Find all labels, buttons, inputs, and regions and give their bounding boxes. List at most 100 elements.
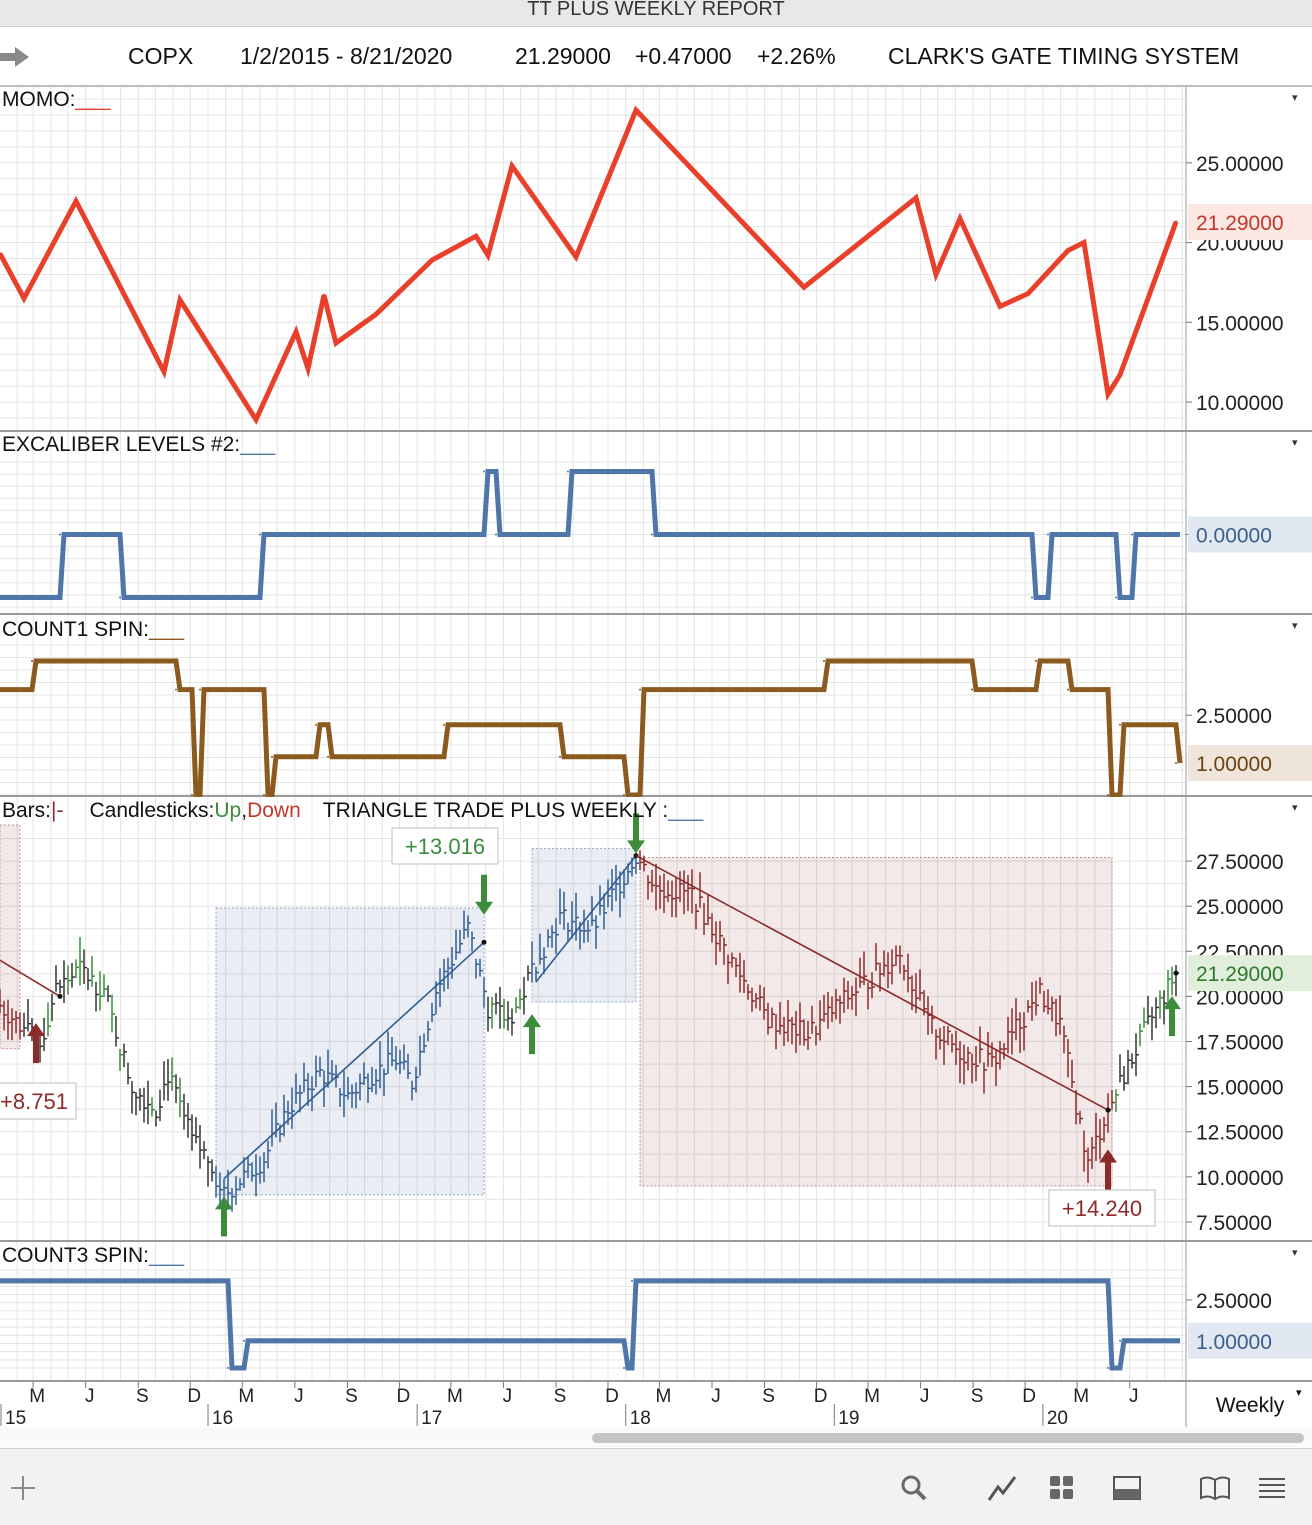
bars-legend-label: Bars: (2, 799, 51, 822)
count3-series-point (623, 1367, 625, 1369)
month-label: J (920, 1386, 930, 1407)
count1-series-point (0, 688, 1, 691)
momo-point (294, 330, 298, 334)
y-tick-label: 2.50000 (1196, 705, 1272, 728)
last-value-label: 0.00000 (1196, 525, 1272, 548)
trade-result-label-2-box (391, 827, 499, 865)
period-dropdown-icon[interactable]: ▾ (1296, 1387, 1302, 1399)
pane-price[interactable]: ▾ 7.50000 10.00000 12.50000 15.00000 17.50000… (0, 797, 1312, 1242)
count3-series-point (1119, 1339, 1121, 1342)
y-tick-label: 10.00000 (1196, 392, 1284, 415)
pane-menu-icon[interactable]: ▾ (1292, 802, 1298, 814)
price-change-pct: +2.26% (757, 43, 836, 69)
pane-menu-icon[interactable]: ▾ (1292, 437, 1298, 449)
bottom-toolbar (0, 1448, 1312, 1525)
count1-series-point (971, 688, 973, 691)
excaliber-series-point (1115, 596, 1117, 599)
pane-menu-icon[interactable]: ▾ (1292, 1247, 1298, 1259)
excaliber-series-point (1175, 533, 1177, 536)
momo-point (322, 293, 326, 297)
scrollbar-thumb[interactable] (592, 1433, 1304, 1443)
trade-box (639, 856, 1113, 1187)
chart-area[interactable]: ▾ 10.00000 15.00000 20.00000 25.00000 ▾ 0.0000… (0, 0, 1312, 1448)
grid-icon[interactable] (1045, 1471, 1079, 1505)
y-tick-label: 17.50000 (1196, 1032, 1284, 1055)
pane-menu-icon[interactable]: ▾ (1292, 620, 1298, 632)
last-price: 21.29000 (515, 43, 611, 69)
trend-line (223, 941, 485, 1180)
count1-label: COUNT1 SPIN: (2, 618, 149, 641)
search-icon[interactable] (896, 1471, 930, 1505)
pane-count3[interactable]: ▾ 2.50000 (0, 1242, 1312, 1382)
pane-count1[interactable]: ▾ 2.50000 (0, 615, 1312, 798)
count1-series-point (1119, 723, 1121, 726)
momo-point (162, 370, 166, 374)
count1-series-point (199, 688, 201, 691)
month-label: D (605, 1386, 619, 1407)
buy-signal-arrow (27, 1023, 45, 1064)
momo-point (306, 367, 310, 371)
month-label: M (656, 1386, 672, 1407)
last-value-badge (1188, 516, 1312, 553)
trade-result-label-3-box (1048, 1189, 1156, 1227)
excaliber-series-point (651, 533, 653, 536)
menu-icon[interactable] (1255, 1471, 1289, 1505)
month-label: J (503, 1386, 513, 1407)
buy-signal-arrow (1163, 996, 1181, 1037)
momo-point (486, 253, 490, 257)
momo-point (474, 234, 478, 238)
month-label: S (345, 1386, 358, 1407)
forward-arrow-icon[interactable] (0, 45, 30, 69)
excaliber-series-point (1131, 533, 1133, 536)
count3-series-point (227, 1367, 229, 1369)
last-value-badge (1188, 955, 1312, 992)
trade-result-label-3: +14.240 (1062, 1196, 1142, 1221)
pane-excaliber[interactable]: ▾ 0.00000 (0, 432, 1312, 615)
candles-up-legend: Up (214, 799, 241, 822)
study-legend-label: TRIANGLE TRADE PLUS WEEKLY : (323, 799, 668, 822)
count1-series-point (559, 755, 561, 758)
trade-box (215, 907, 485, 1196)
buy-signal-arrow (1099, 1149, 1117, 1190)
count1-series-point (823, 659, 825, 662)
y-tick-label: 10.00000 (1196, 1167, 1284, 1190)
count3-legend-swatch: ___ (148, 1244, 184, 1267)
count1-series-point (31, 659, 33, 662)
year-label: 20 (1047, 1408, 1068, 1429)
pane-legend: COUNT3 SPIN:___ (2, 1244, 184, 1267)
momo-point (1082, 241, 1086, 245)
momo-point (178, 298, 182, 302)
symbol-info-bar: COPX 1/2/2015 - 8/21/2020 21.29000 +0.47… (0, 27, 1312, 87)
book-icon[interactable] (1198, 1471, 1232, 1505)
price-change: +0.47000 (635, 43, 732, 69)
study-legend-swatch: ___ (667, 799, 703, 822)
plus-icon[interactable] (6, 1471, 40, 1505)
month-label: D (187, 1386, 201, 1407)
count1-series-point (315, 723, 317, 726)
period-selector[interactable]: Weekly (1215, 1394, 1285, 1417)
momo-point (1066, 249, 1070, 253)
count1-series-point (623, 794, 625, 796)
year-label: 18 (630, 1408, 651, 1429)
year-label: 19 (838, 1408, 859, 1429)
draw-line-icon[interactable] (985, 1471, 1019, 1505)
momo-point (430, 258, 434, 262)
candlesticks-legend-label: Candlesticks: (89, 799, 214, 822)
count1-series-line (0, 658, 1183, 798)
month-label: M (238, 1386, 254, 1407)
momo-point (998, 304, 1002, 308)
date-range: 1/2/2015 - 8/21/2020 (240, 43, 453, 69)
panel-icon[interactable] (1110, 1471, 1144, 1505)
pane-menu-icon[interactable]: ▾ (1292, 92, 1298, 104)
symbol[interactable]: COPX (128, 43, 194, 69)
last-value-label: 1.00000 (1196, 1331, 1272, 1354)
count1-series-point (263, 794, 265, 796)
month-label: D (397, 1386, 411, 1407)
y-tick-label: 27.50000 (1196, 851, 1284, 874)
candles-down-legend: Down (247, 799, 301, 822)
pane-legend: MOMO:___ (2, 88, 111, 111)
trade-result-label-2: +13.016 (405, 834, 485, 859)
excaliber-series-point (119, 596, 121, 599)
last-price-dot (1173, 970, 1179, 976)
